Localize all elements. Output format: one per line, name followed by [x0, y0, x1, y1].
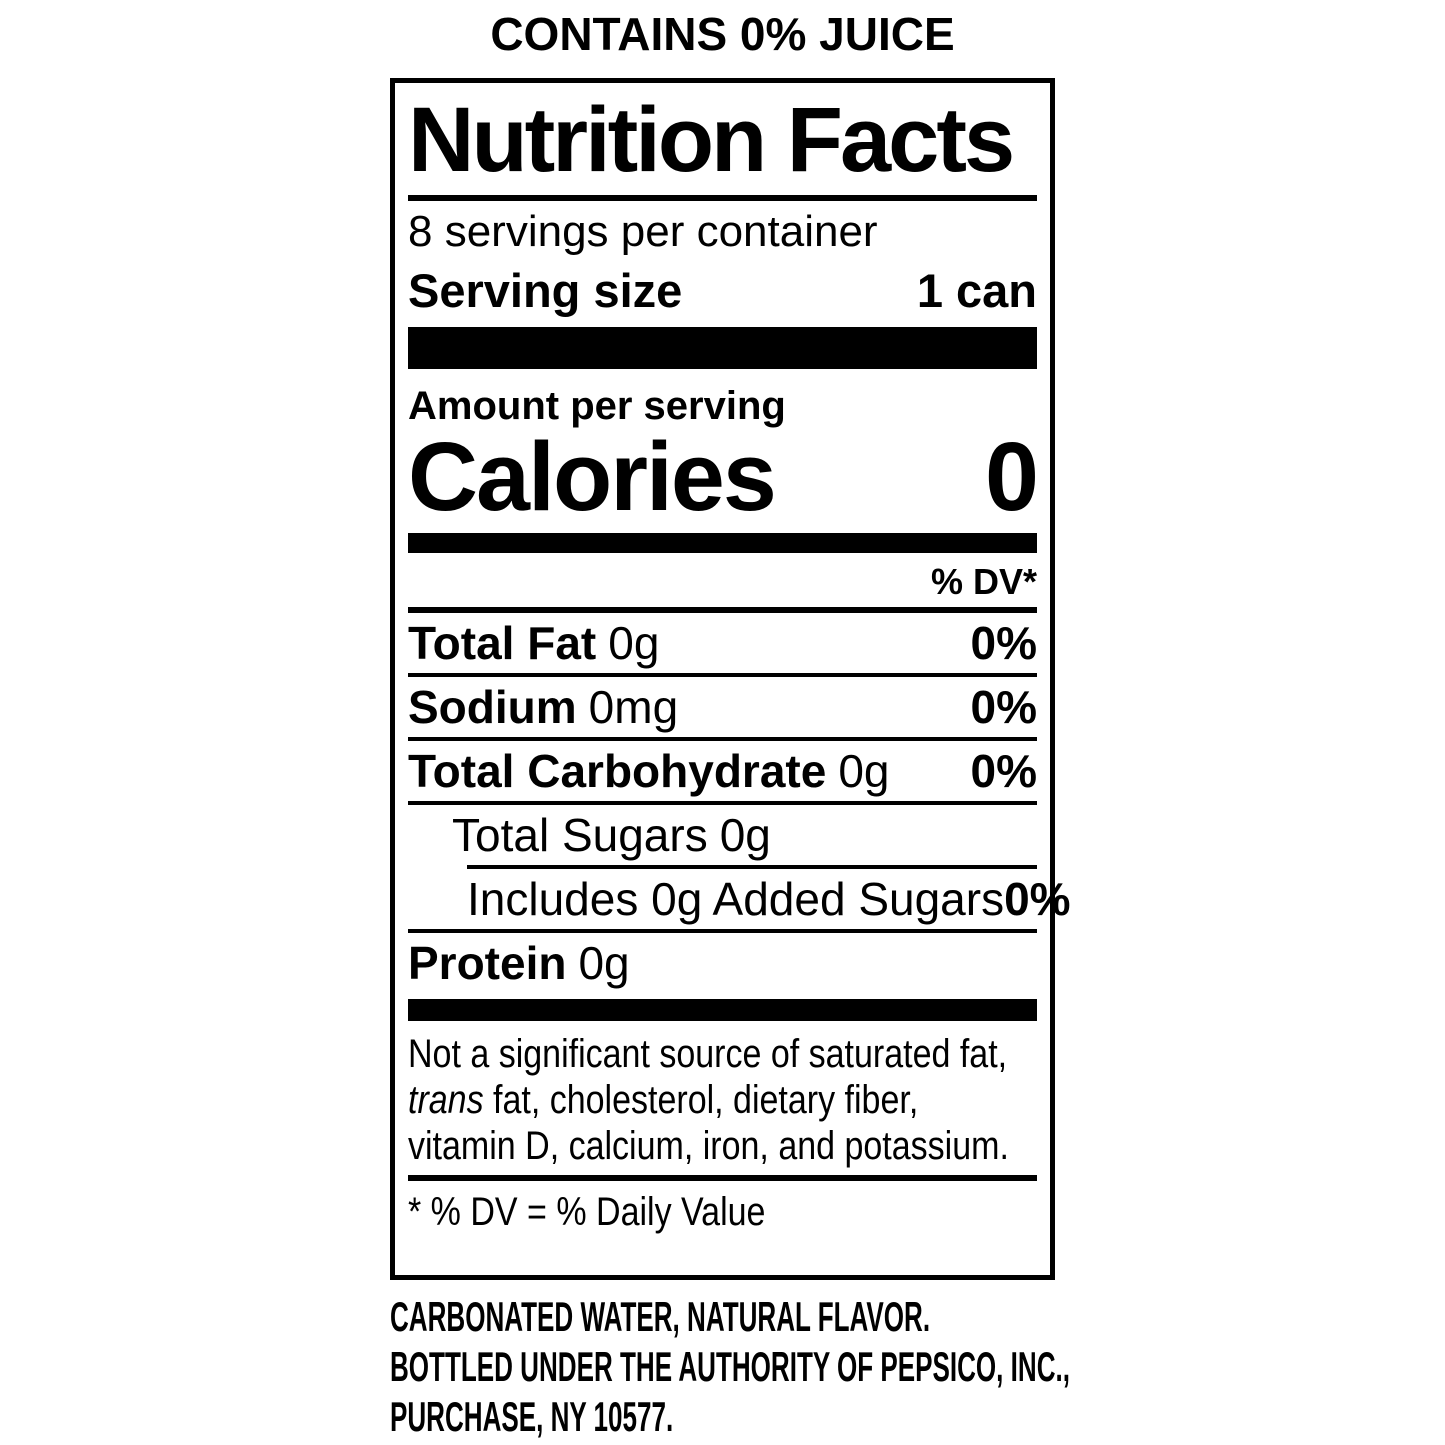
- nutrient-dv: 0%: [970, 681, 1037, 733]
- nutrient-label: Total Carbohydrate: [408, 745, 827, 797]
- medium-divider-bar: [408, 533, 1037, 553]
- calories-label: Calories: [408, 422, 777, 531]
- nutrient-row-total-sugars: Total Sugars 0g: [408, 805, 1037, 865]
- small-divider-bar: [408, 999, 1037, 1021]
- nutrient-label: Total Sugars: [452, 809, 708, 861]
- footnote-line-rest: fat, cholesterol, dietary fiber,: [483, 1078, 919, 1122]
- nutrient-dv: 0%: [970, 617, 1037, 669]
- divider: [408, 195, 1037, 201]
- ingredients-line: CARBONATED WATER, NATURAL FLAVOR.: [390, 1293, 931, 1340]
- divider: [408, 1175, 1037, 1181]
- bottler-address-line: PURCHASE, NY 10577.: [390, 1393, 674, 1440]
- insignificant-source-footnote: Not a significant source of saturated fa…: [408, 1031, 1009, 1169]
- divider: [408, 737, 1037, 741]
- footnote-italic-trans: trans: [408, 1078, 484, 1122]
- nutrient-row-added-sugars: Includes 0g Added Sugars 0%: [408, 869, 1071, 929]
- amount-per-serving-label: Amount per serving: [408, 384, 786, 428]
- serving-size-value: 1 can: [916, 264, 1037, 317]
- calories-value: 0: [985, 422, 1039, 531]
- nutrient-qty: 0g: [838, 745, 890, 797]
- calories-row: Calories 0: [408, 422, 1039, 531]
- nutrition-facts-panel: Nutrition Facts 8 servings per container…: [390, 78, 1071, 1280]
- footnote-line: trans fat, cholesterol, dietary fiber,: [408, 1077, 943, 1123]
- divider: [408, 607, 1037, 613]
- footnote-line: Not a significant source of saturated fa…: [408, 1032, 1008, 1076]
- nutrient-row-total-fat: Total Fat 0g 0%: [408, 613, 1037, 673]
- footnote-line: vitamin D, calcium, iron, and potassium.: [408, 1124, 1009, 1168]
- nutrient-label: Total Fat: [408, 617, 597, 669]
- serving-size-row: Serving size 1 can: [408, 261, 1037, 321]
- percent-dv-header: % DV*: [930, 561, 1037, 602]
- ingredients-and-bottler-info: CARBONATED WATER, NATURAL FLAVOR. BOTTLE…: [390, 1292, 1390, 1442]
- nutrient-label: Includes 0g Added Sugars: [467, 873, 1005, 925]
- nutrient-qty: 0g: [578, 937, 630, 989]
- nutrient-row-sodium: Sodium 0mg 0%: [408, 677, 1037, 737]
- nutrient-qty: 0g: [608, 617, 660, 669]
- nutrient-label: Sodium: [408, 681, 577, 733]
- daily-value-definition: * % DV = % Daily Value: [408, 1190, 766, 1234]
- nutrition-facts-title: Nutrition Facts: [408, 89, 1015, 191]
- nutrient-row-protein: Protein 0g: [408, 933, 1037, 993]
- nutrient-dv: 0%: [1004, 873, 1071, 925]
- divider: [408, 801, 1037, 805]
- nutrient-label: Protein: [408, 937, 567, 989]
- nutrient-qty: 0mg: [588, 681, 679, 733]
- contains-juice-statement: CONTAINS 0% JUICE: [490, 8, 955, 60]
- servings-per-container: 8 servings per container: [408, 207, 878, 256]
- nutrient-qty: 0g: [719, 809, 771, 861]
- divider-indented: [467, 865, 1037, 869]
- thick-divider-bar: [408, 327, 1037, 369]
- nutrient-row-total-carbohydrate: Total Carbohydrate 0g 0%: [408, 741, 1037, 801]
- divider: [408, 929, 1037, 933]
- serving-size-label: Serving size: [408, 264, 683, 317]
- bottler-line: BOTTLED UNDER THE AUTHORITY OF PEPSICO, …: [390, 1343, 1070, 1390]
- divider: [408, 673, 1037, 677]
- nutrient-dv: 0%: [970, 745, 1037, 797]
